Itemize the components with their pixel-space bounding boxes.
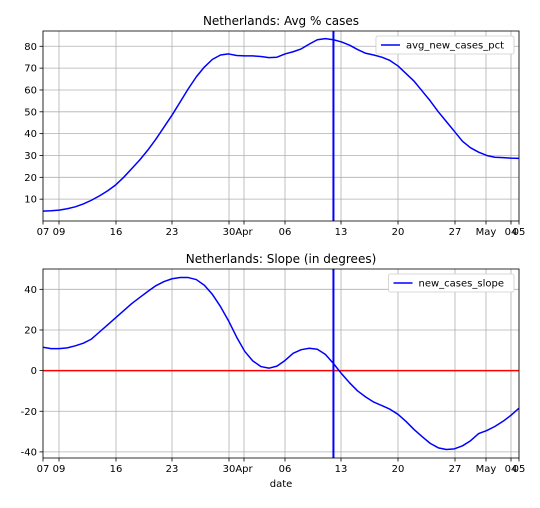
x-tick-label: 27 xyxy=(449,227,462,238)
legend: new_cases_slope xyxy=(388,273,515,293)
y-tick-label: 20 xyxy=(24,325,37,336)
y-axis: 10 20 30 40 50 60 70 80 xyxy=(24,42,43,206)
y-tick-label: -20 xyxy=(21,407,37,418)
chart-title: Netherlands: Slope (in degrees) xyxy=(186,252,377,266)
x-tick-label: 05 xyxy=(513,464,526,475)
x-tick-label: 23 xyxy=(166,464,179,475)
x-tick-label: 06 xyxy=(279,227,292,238)
y-tick-label: 40 xyxy=(24,129,37,140)
y-tick-label: 60 xyxy=(24,85,37,96)
y-tick-label: 10 xyxy=(24,195,37,206)
x-tick-label: 16 xyxy=(110,227,123,238)
x-tick-label: 13 xyxy=(335,464,348,475)
y-tick-label: 30 xyxy=(24,151,37,162)
series-line xyxy=(42,37,520,212)
y-tick-label: -40 xyxy=(21,447,37,458)
x-tick-label: 30 xyxy=(223,464,236,475)
plot-area xyxy=(42,37,520,212)
x-axis-label: date xyxy=(270,479,293,490)
x-tick-label: May xyxy=(476,464,497,475)
y-tick-label: 20 xyxy=(24,173,37,184)
x-tick-label: May xyxy=(476,227,497,238)
x-tick-label: 09 xyxy=(53,227,66,238)
y-axis: -40 -20 0 20 40 xyxy=(21,285,43,458)
x-tick-label: 13 xyxy=(335,227,348,238)
x-tick-label: 27 xyxy=(449,464,462,475)
series-line xyxy=(42,276,520,451)
x-tick-label: 20 xyxy=(392,227,405,238)
x-tick-label: 04 xyxy=(505,227,518,238)
legend-label: avg_new_cases_pct xyxy=(406,41,504,52)
legend-box xyxy=(375,35,515,55)
plot-area xyxy=(42,276,520,451)
chart-slope: Netherlands: Slope (in degrees) -40 -20 0 2… xyxy=(21,252,526,490)
x-tick-label: 07 xyxy=(37,227,50,238)
y-tick-label: 80 xyxy=(24,42,37,53)
x-tick-label: 30 xyxy=(223,227,236,238)
x-tick-label: 04 xyxy=(505,464,518,475)
axes-frame xyxy=(42,30,520,222)
legend-box xyxy=(388,273,515,293)
legend-label: new_cases_slope xyxy=(419,279,504,290)
chart-avg-cases: Netherlands: Avg % cases 10 20 30 40 50 60 70 8… xyxy=(24,14,525,238)
x-tick-label: Apr xyxy=(235,227,253,238)
x-tick-label: 20 xyxy=(392,464,405,475)
x-tick-label: 06 xyxy=(279,464,292,475)
chart-title: Netherlands: Avg % cases xyxy=(203,14,359,28)
y-tick-label: 50 xyxy=(24,107,37,118)
y-tick-label: 0 xyxy=(31,366,37,377)
x-tick-label: 05 xyxy=(513,227,526,238)
y-tick-label: 40 xyxy=(24,285,37,296)
y-tick-label: 70 xyxy=(24,64,37,75)
x-tick-label: Apr xyxy=(235,464,253,475)
grid xyxy=(42,31,520,221)
axes-frame xyxy=(42,268,520,459)
x-tick-label: 07 xyxy=(37,464,50,475)
x-tick-label: 16 xyxy=(110,464,123,475)
x-tick-label: 23 xyxy=(166,227,179,238)
legend: avg_new_cases_pct xyxy=(375,35,515,55)
x-tick-label: 09 xyxy=(53,464,66,475)
